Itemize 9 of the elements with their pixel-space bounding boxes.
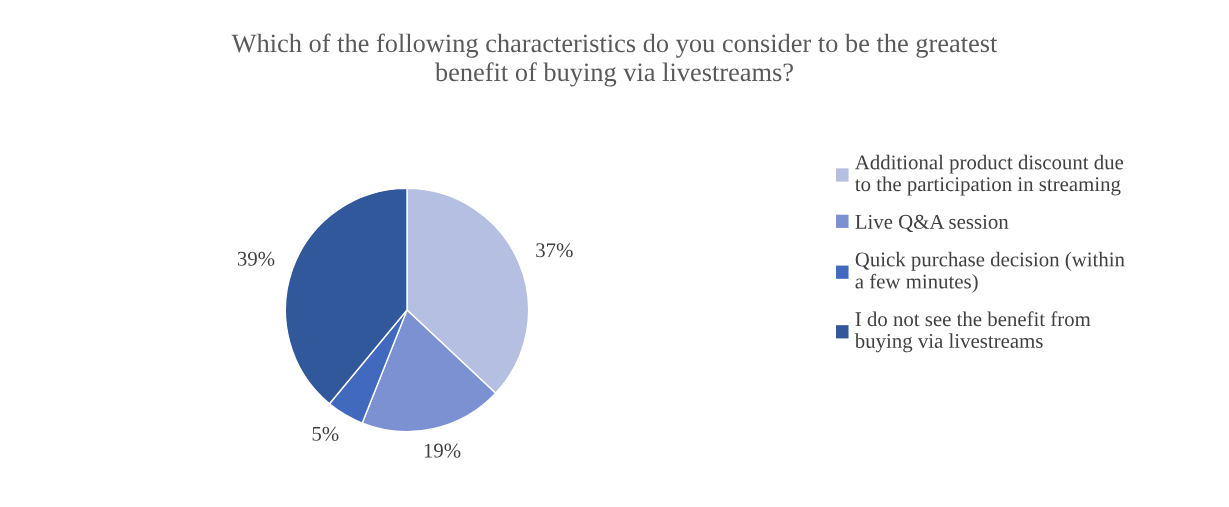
legend-label: Quick purchase decision (within a few minutes) [855, 251, 1125, 293]
legend-label: Live Q&A session [855, 214, 1009, 233]
data-label: 5% [312, 426, 339, 441]
data-label: 19% [424, 443, 461, 458]
data-label: 37% [536, 243, 573, 258]
chart-title: Which of the following characteristics do you consider to be the greatest benefit of buying via livestreams? [231, 33, 998, 87]
legend-label: Additional product discount due to the participation in streaming [854, 154, 1124, 196]
legend-label: I do not see the benefit from buying via livestreams [854, 311, 1091, 353]
data-label: 39% [237, 251, 275, 266]
